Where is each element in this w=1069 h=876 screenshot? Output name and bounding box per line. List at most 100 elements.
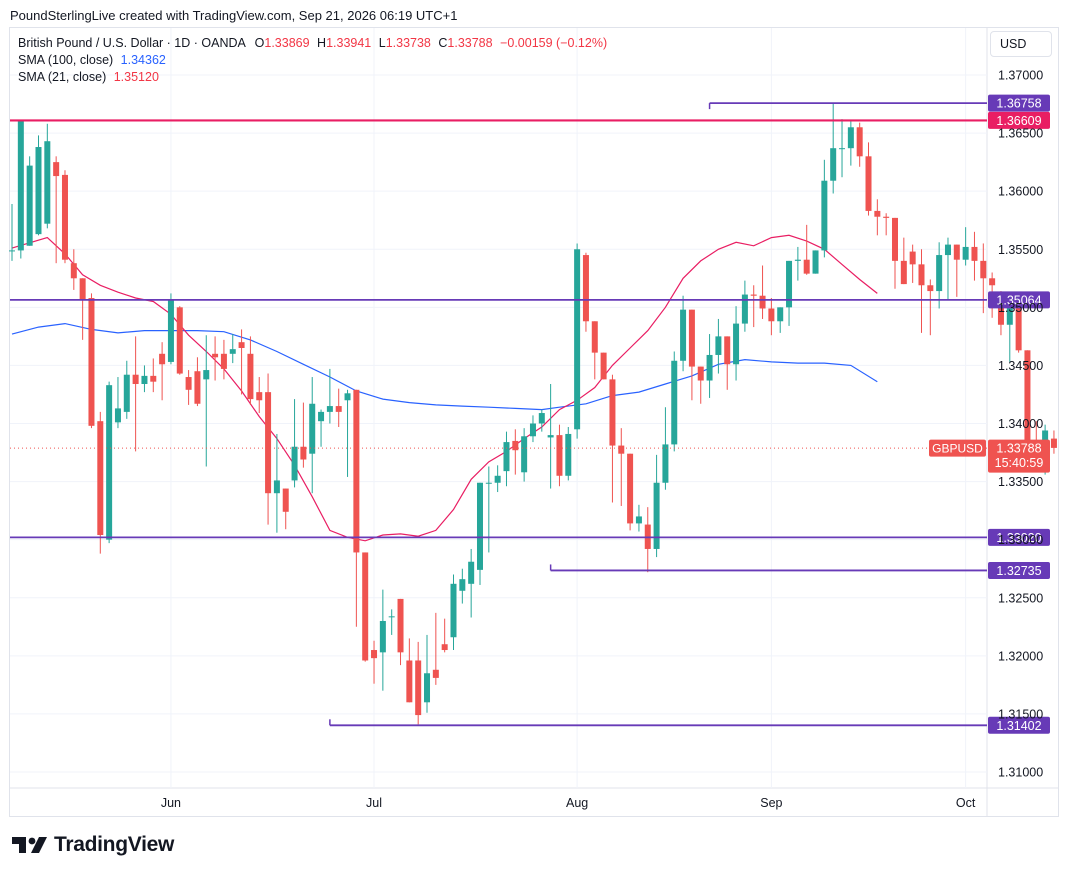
candle — [388, 609, 395, 635]
candle-body — [44, 141, 51, 224]
currency-selector[interactable]: USD — [990, 31, 1052, 57]
candle — [353, 389, 360, 627]
price-tick-label: 1.31000 — [998, 766, 1043, 780]
candle-body — [574, 249, 581, 430]
candle — [962, 227, 969, 266]
candle-body — [892, 217, 898, 261]
candle-body — [26, 165, 33, 246]
candle — [733, 306, 740, 381]
candle — [953, 244, 960, 297]
candle — [635, 504, 642, 532]
time-tick-label: Sep — [760, 796, 782, 810]
candle-body — [185, 377, 192, 390]
candle-body — [997, 299, 1004, 325]
candle-body — [600, 352, 607, 380]
candle — [927, 279, 934, 336]
candle-body — [476, 482, 483, 570]
candle — [476, 482, 483, 585]
candle — [88, 293, 95, 429]
candle — [450, 574, 457, 651]
candle-body — [759, 295, 766, 309]
time-tick-label: Oct — [956, 796, 976, 810]
candle — [432, 612, 439, 685]
low-label: L — [378, 36, 386, 50]
candle-body — [786, 260, 793, 308]
candle — [326, 368, 333, 424]
candle-body — [794, 259, 801, 261]
candle — [238, 329, 245, 395]
chart-legend: British Pound / U.S. Dollar · 1D · OANDA… — [18, 35, 607, 86]
candle — [538, 409, 545, 432]
candle — [132, 336, 139, 452]
candle-body — [424, 673, 431, 703]
candle-body — [229, 349, 236, 354]
candle — [653, 454, 660, 558]
candle — [565, 426, 572, 481]
candle-body — [874, 210, 881, 217]
candle — [282, 488, 289, 530]
candle — [847, 120, 854, 166]
sma100-label: SMA (100, close) — [18, 53, 114, 67]
candle — [609, 374, 616, 503]
candle — [688, 309, 695, 401]
candle — [291, 399, 298, 488]
candle-body — [680, 309, 687, 361]
tradingview-logo-text: TradingView — [54, 833, 175, 856]
candle — [212, 336, 219, 381]
candle — [547, 384, 554, 489]
candle-body — [300, 446, 307, 460]
price-tick-label: 1.37000 — [998, 69, 1043, 83]
candle — [256, 377, 263, 414]
low-value: 1.33738 — [385, 36, 431, 50]
candle — [574, 243, 581, 439]
candle-body — [582, 255, 589, 322]
candle-body — [468, 561, 475, 584]
candle — [273, 433, 280, 533]
open-label: O — [254, 36, 265, 50]
candle-body — [371, 650, 378, 659]
price-tick-label: 1.34500 — [998, 359, 1043, 373]
candle — [123, 360, 130, 419]
candle-body — [733, 323, 740, 365]
candle — [680, 295, 687, 372]
candle-body — [459, 579, 466, 591]
candle — [424, 634, 431, 713]
candle — [715, 318, 722, 374]
candle-body — [918, 264, 925, 286]
sma-100-line — [11, 322, 878, 411]
level-price-label: 1.36609 — [996, 114, 1041, 128]
candle — [194, 357, 201, 407]
candle-body — [494, 475, 501, 483]
candle-body — [397, 598, 404, 653]
candle — [900, 237, 907, 285]
candle — [627, 453, 634, 531]
tradingview-logo[interactable]: TradingView — [12, 833, 174, 857]
candle-body — [591, 321, 598, 353]
candle-body — [936, 255, 943, 292]
candle-body — [309, 403, 316, 454]
price-tick-label: 1.36000 — [998, 185, 1043, 199]
candle-body — [150, 375, 157, 382]
candle — [229, 334, 236, 364]
legend-sma100-row[interactable]: SMA (100, close) 1.34362 — [18, 52, 607, 69]
price-tick-label: 1.34000 — [998, 417, 1043, 431]
level-price-tag — [988, 111, 1050, 129]
candle — [1050, 430, 1057, 454]
time-tick-label: Jul — [366, 796, 382, 810]
candle — [79, 278, 86, 340]
candle-body — [415, 660, 422, 716]
candle-body — [697, 366, 704, 381]
level-price-tag — [988, 716, 1050, 734]
candle-body — [35, 147, 42, 235]
candle — [839, 119, 846, 178]
horizontal-levels: 1.36758 1.36609 1.35064 1.33020 1.32735 1.314… — [10, 94, 1050, 734]
candle — [441, 618, 448, 653]
legend-sma21-row[interactable]: SMA (21, close) 1.35120 — [18, 69, 607, 86]
candle-body — [406, 660, 413, 703]
candle — [203, 335, 210, 467]
candle — [706, 334, 713, 398]
candle — [794, 246, 801, 281]
candle-body — [326, 406, 333, 412]
candle — [883, 213, 890, 236]
